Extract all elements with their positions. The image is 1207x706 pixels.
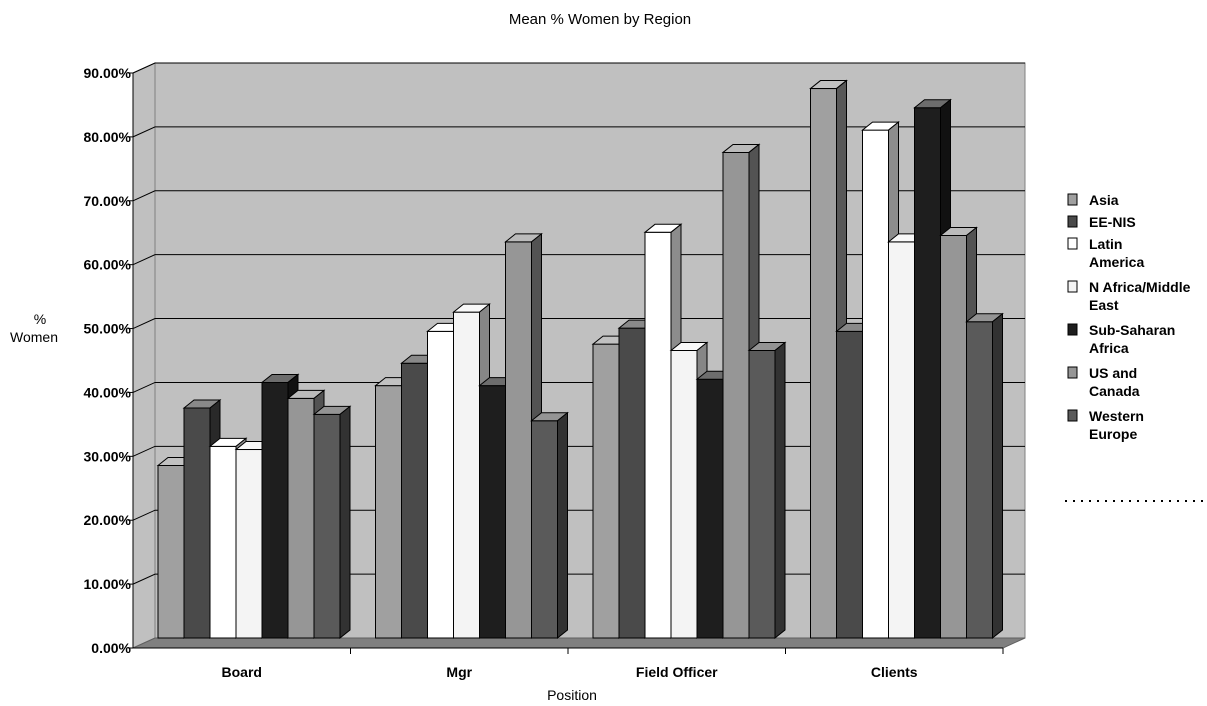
- legend-item: Latin America: [1067, 236, 1144, 270]
- legend-label: Latin: [1089, 236, 1122, 252]
- legend-item: N Africa/Middle East: [1067, 279, 1191, 313]
- y-tick-label: 40.00%: [84, 384, 132, 400]
- legend-item: Sub-Saharan Africa: [1067, 322, 1175, 356]
- x-axis-label: Position: [547, 687, 597, 703]
- y-tick-label: 70.00%: [84, 193, 132, 209]
- y-axis-ticks: 0.00% 10.00% 20.00% 30.00% 40.00% 50.00% 60.00…: [84, 65, 133, 656]
- legend-swatch: [1067, 323, 1078, 336]
- legend-swatch: [1067, 280, 1078, 293]
- bars: [156, 79, 1004, 640]
- x-axis-categories: Board Mgr Field Officer Clients: [222, 648, 1004, 680]
- legend-swatch: [1067, 193, 1078, 206]
- legend-label: Asia: [1089, 192, 1119, 208]
- y-tick-label: 0.00%: [91, 640, 131, 656]
- legend-label: Canada: [1089, 383, 1140, 399]
- legend-label: Sub-Saharan: [1089, 322, 1175, 338]
- legend-label: EE-NIS: [1089, 214, 1136, 230]
- y-tick-label: 80.00%: [84, 129, 132, 145]
- legend-label: America: [1089, 254, 1144, 270]
- x-category-label: Field Officer: [636, 664, 718, 680]
- legend-label: Western: [1089, 408, 1144, 424]
- y-tick-label: 10.00%: [84, 576, 132, 592]
- y-tick-label: 60.00%: [84, 257, 132, 273]
- legend-item: Asia: [1067, 192, 1119, 208]
- chart-title: Mean % Women by Region: [509, 11, 691, 28]
- bar: [530, 411, 569, 640]
- legend-label: US and: [1089, 365, 1137, 381]
- bar: [312, 405, 352, 640]
- legend: Asia EE-NIS Latin America N Africa/Middle Eas…: [1067, 192, 1191, 442]
- x-category-label: Board: [222, 664, 262, 680]
- legend-swatch: [1067, 366, 1078, 379]
- legend-item: Western Europe: [1067, 408, 1144, 442]
- legend-label: Africa: [1089, 340, 1129, 356]
- legend-swatch: [1067, 237, 1078, 250]
- y-tick-label: 30.00%: [84, 448, 132, 464]
- x-category-label: Mgr: [446, 664, 472, 680]
- legend-swatch: [1067, 215, 1078, 228]
- legend-swatch: [1067, 409, 1078, 422]
- gridline: [132, 62, 1025, 74]
- legend-label: East: [1089, 297, 1119, 313]
- legend-label: N Africa/Middle: [1089, 279, 1191, 295]
- y-axis-label: % Women: [10, 311, 58, 345]
- legend-item: US and Canada: [1067, 365, 1140, 399]
- x-category-label: Clients: [871, 664, 918, 680]
- bar: [747, 341, 787, 640]
- legend-item: EE-NIS: [1067, 214, 1136, 230]
- legend-label: Europe: [1089, 426, 1137, 442]
- gridline: [132, 126, 1025, 138]
- y-tick-label: 50.00%: [84, 321, 132, 337]
- side-wall: [132, 62, 156, 649]
- bar: [861, 121, 900, 640]
- y-tick-label: 90.00%: [84, 65, 132, 81]
- floor: [132, 637, 1026, 649]
- bar: [965, 312, 1004, 640]
- y-tick-label: 20.00%: [84, 512, 132, 528]
